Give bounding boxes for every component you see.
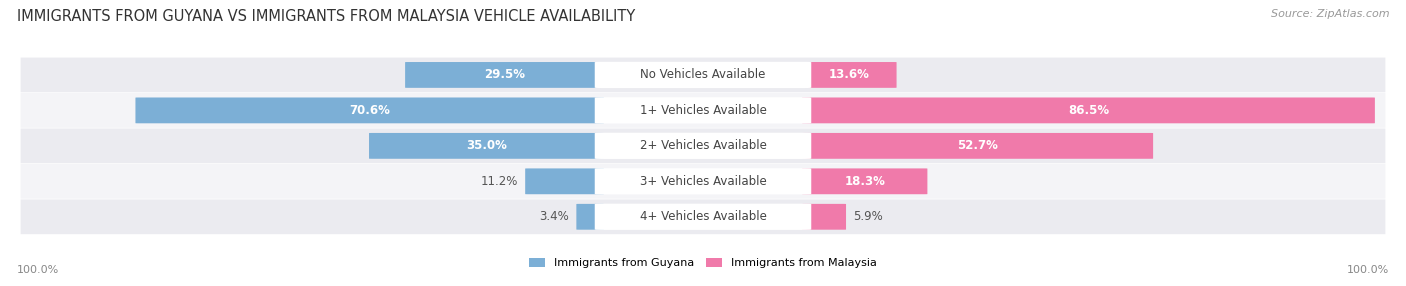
FancyBboxPatch shape bbox=[21, 93, 1385, 128]
FancyBboxPatch shape bbox=[21, 199, 1385, 234]
Text: 1+ Vehicles Available: 1+ Vehicles Available bbox=[640, 104, 766, 117]
Text: 100.0%: 100.0% bbox=[17, 265, 59, 275]
Text: 11.2%: 11.2% bbox=[481, 175, 517, 188]
FancyBboxPatch shape bbox=[526, 168, 605, 194]
FancyBboxPatch shape bbox=[801, 168, 928, 194]
FancyBboxPatch shape bbox=[801, 204, 846, 230]
Text: 70.6%: 70.6% bbox=[349, 104, 389, 117]
Legend: Immigrants from Guyana, Immigrants from Malaysia: Immigrants from Guyana, Immigrants from … bbox=[529, 257, 877, 268]
FancyBboxPatch shape bbox=[21, 164, 1385, 199]
Text: Source: ZipAtlas.com: Source: ZipAtlas.com bbox=[1271, 9, 1389, 19]
FancyBboxPatch shape bbox=[595, 62, 811, 88]
FancyBboxPatch shape bbox=[368, 133, 605, 159]
Text: 3+ Vehicles Available: 3+ Vehicles Available bbox=[640, 175, 766, 188]
FancyBboxPatch shape bbox=[576, 204, 605, 230]
Text: 100.0%: 100.0% bbox=[1347, 265, 1389, 275]
FancyBboxPatch shape bbox=[405, 62, 605, 88]
Text: 35.0%: 35.0% bbox=[465, 139, 508, 152]
Text: 4+ Vehicles Available: 4+ Vehicles Available bbox=[640, 210, 766, 223]
Text: 5.9%: 5.9% bbox=[853, 210, 883, 223]
FancyBboxPatch shape bbox=[595, 133, 811, 159]
FancyBboxPatch shape bbox=[21, 128, 1385, 163]
FancyBboxPatch shape bbox=[801, 133, 1153, 159]
Text: No Vehicles Available: No Vehicles Available bbox=[640, 68, 766, 82]
Text: 2+ Vehicles Available: 2+ Vehicles Available bbox=[640, 139, 766, 152]
FancyBboxPatch shape bbox=[595, 97, 811, 124]
Text: 86.5%: 86.5% bbox=[1069, 104, 1109, 117]
FancyBboxPatch shape bbox=[801, 62, 897, 88]
Text: IMMIGRANTS FROM GUYANA VS IMMIGRANTS FROM MALAYSIA VEHICLE AVAILABILITY: IMMIGRANTS FROM GUYANA VS IMMIGRANTS FRO… bbox=[17, 9, 636, 23]
FancyBboxPatch shape bbox=[801, 98, 1375, 123]
Text: 13.6%: 13.6% bbox=[830, 68, 870, 82]
Text: 29.5%: 29.5% bbox=[484, 68, 524, 82]
Text: 3.4%: 3.4% bbox=[540, 210, 569, 223]
FancyBboxPatch shape bbox=[135, 98, 605, 123]
Text: 52.7%: 52.7% bbox=[957, 139, 998, 152]
FancyBboxPatch shape bbox=[21, 57, 1385, 92]
Text: 18.3%: 18.3% bbox=[844, 175, 886, 188]
FancyBboxPatch shape bbox=[595, 168, 811, 194]
FancyBboxPatch shape bbox=[595, 204, 811, 230]
